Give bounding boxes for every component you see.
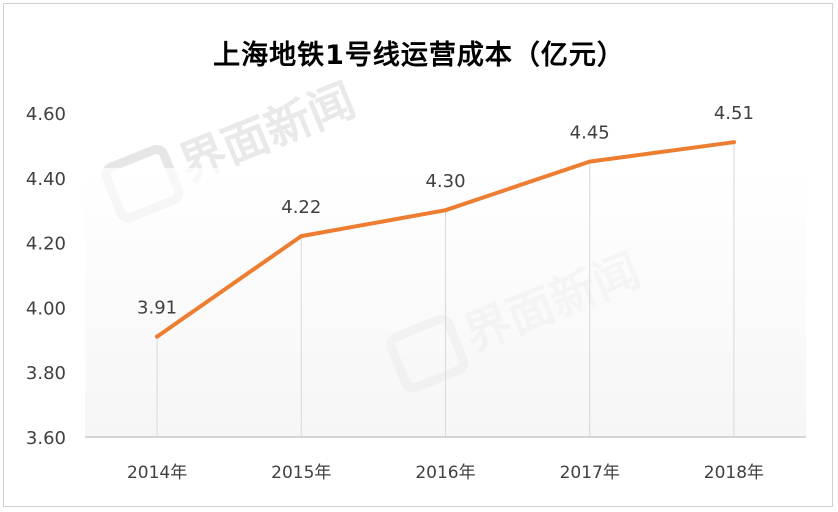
x-axis: 2014年 2015年 2016年 2017年 2018年 [85, 436, 806, 483]
data-label: 4.30 [425, 171, 465, 192]
y-tick-label: 3.80 [26, 363, 66, 384]
y-tick-label: 4.00 [26, 298, 66, 319]
data-point [587, 159, 592, 164]
data-label: 3.91 [137, 298, 177, 319]
data-labels: 3.91 4.22 4.30 4.45 4.51 [137, 103, 754, 318]
x-tick-label: 2014年 [127, 463, 187, 483]
series-layer [155, 140, 736, 339]
x-tick-label: 2016年 [415, 463, 475, 483]
data-point [299, 234, 304, 239]
category-lines [156, 142, 735, 437]
x-tick-label: 2018年 [704, 463, 764, 483]
y-tick-label: 3.60 [26, 428, 66, 449]
y-axis: 3.60 3.80 4.00 4.20 4.40 4.60 [26, 104, 66, 449]
data-point [443, 208, 448, 213]
data-point [155, 334, 160, 339]
chart-title: 上海地铁1号线运营成本（亿元） [213, 40, 625, 71]
x-tick-label: 2017年 [560, 463, 620, 483]
x-tick-label: 2015年 [271, 463, 331, 483]
y-tick-label: 4.60 [26, 104, 66, 125]
y-tick-label: 4.20 [26, 234, 66, 255]
data-label: 4.45 [570, 123, 610, 144]
y-tick-label: 4.40 [26, 169, 66, 190]
data-label: 4.22 [281, 197, 321, 218]
data-point [731, 140, 736, 145]
data-label: 4.51 [714, 103, 754, 124]
